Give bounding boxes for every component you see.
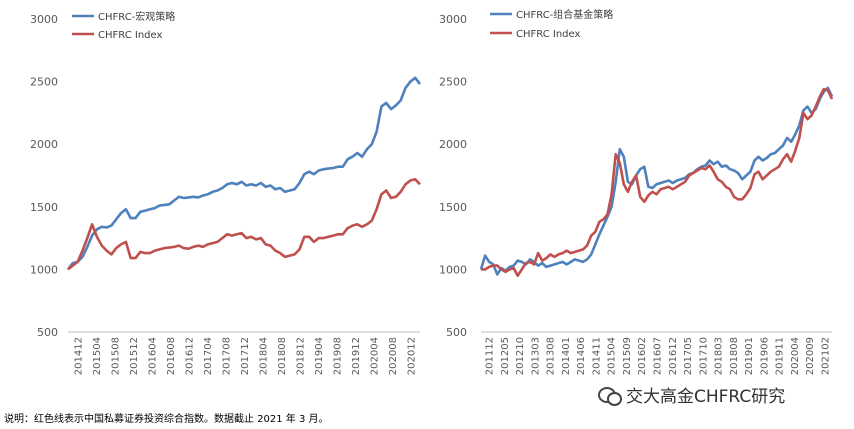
y-tick-label: 3000: [439, 13, 467, 26]
x-tick-label: 201112: [485, 337, 496, 375]
series-line-strategy: [479, 86, 834, 276]
x-tick-label: 202009: [805, 337, 816, 375]
x-tick-label: 201704: [203, 337, 214, 375]
x-tick-label: 201612: [184, 337, 195, 375]
y-tick-label: 2500: [439, 76, 467, 89]
legend-label: CHFRC Index: [98, 30, 162, 41]
y-tick-label: 2000: [439, 138, 467, 151]
x-tick-label: 201708: [221, 337, 232, 375]
x-tick-label: 201412: [73, 337, 84, 375]
x-tick-label: 201308: [546, 337, 557, 375]
x-tick-label: 201804: [259, 337, 270, 375]
x-tick-label: 201401: [561, 337, 572, 375]
x-tick-label: 201808: [277, 337, 288, 375]
series-line-index: [481, 87, 834, 278]
x-tick-label: 201904: [314, 337, 325, 375]
footnote: 说明：红色线表示中国私募证券投资综合指数。数据截止 2021 年 3 月。: [4, 414, 329, 425]
x-tick-label: 201908: [333, 337, 344, 375]
x-tick-label: 201504: [607, 337, 618, 375]
x-tick-label: 202004: [790, 337, 801, 375]
x-tick-label: 201509: [622, 337, 633, 375]
x-tick-label: 201512: [129, 337, 140, 375]
x-tick-label: 201406: [576, 337, 587, 375]
x-tick-label: 201906: [759, 337, 770, 375]
watermark: 交大高金CHFRC研究: [598, 382, 785, 407]
x-tick-label: 201303: [530, 337, 541, 375]
x-tick-label: 201612: [668, 337, 679, 375]
x-tick-label: 202012: [407, 337, 418, 375]
x-tick-label: 201210: [515, 337, 526, 375]
x-tick-label: 201808: [729, 337, 740, 375]
x-tick-label: 201705: [683, 337, 694, 375]
legend-label: CHFRC-组合基金策略: [516, 8, 613, 21]
x-tick-label: 201508: [110, 337, 121, 375]
x-tick-label: 202004: [370, 337, 381, 375]
y-tick-label: 1500: [30, 201, 58, 214]
x-tick-label: 201602: [637, 337, 648, 375]
left-chart: 500 1000 1500 2000 2500 3000 201412 201504 20150…: [30, 10, 422, 375]
legend-label: CHFRC Index: [516, 29, 580, 40]
watermark-text: 交大高金CHFRC研究: [626, 387, 786, 407]
x-tick-label: 201205: [500, 337, 511, 375]
x-tick-label: 201912: [351, 337, 362, 375]
x-tick-label: 201803: [714, 337, 725, 375]
x-tick-label: 201712: [240, 337, 251, 375]
x-tick-label: 202102: [820, 337, 831, 375]
y-tick-label: 500: [446, 326, 467, 339]
wechat-icon: [598, 384, 622, 406]
y-tick-label: 1500: [439, 201, 467, 214]
x-tick-label: 201607: [653, 337, 664, 375]
right-chart: 500 1000 1500 2000 2500 3000 201112 201205 20121…: [439, 8, 834, 375]
x-tick-label: 201608: [166, 337, 177, 375]
series-line-strategy: [66, 76, 422, 271]
x-tick-label: 201812: [296, 337, 307, 375]
x-tick-label: 201901: [744, 337, 755, 375]
x-tick-label: 201911: [775, 337, 786, 375]
y-tick-label: 2000: [30, 138, 58, 151]
y-tick-label: 3000: [30, 13, 58, 26]
legend-label: CHFRC-宏观策略: [98, 10, 175, 23]
x-tick-label: 201411: [591, 337, 602, 375]
x-tick-label: 201504: [92, 337, 103, 375]
x-tick-label: 202008: [388, 337, 399, 375]
y-tick-label: 2500: [30, 76, 58, 89]
x-tick-label: 201710: [698, 337, 709, 375]
series-line-index: [67, 178, 421, 271]
y-tick-label: 1000: [30, 263, 58, 276]
x-tick-label: 201604: [147, 337, 158, 375]
y-tick-label: 1000: [439, 263, 467, 276]
y-tick-label: 500: [37, 326, 58, 339]
